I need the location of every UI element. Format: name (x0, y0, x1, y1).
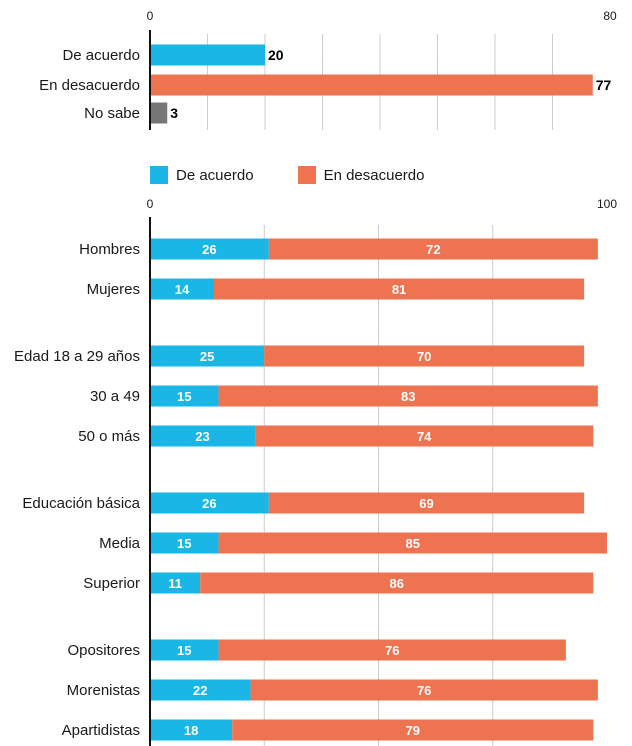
bar-en-desacuerdo-hombres (268, 238, 598, 260)
data-label-en-desacuerdo-opositores: 76 (385, 643, 399, 658)
data-label-de-acuerdo-edad-18-a-29-anos: 25 (200, 349, 214, 364)
category-label-morenistas: Morenistas (67, 682, 140, 699)
bar-en-desacuerdo-morenistas (250, 679, 598, 701)
data-label-de-acuerdo-30-a-49: 15 (177, 389, 191, 404)
bar-en-desacuerdo-apartidistas (232, 719, 594, 741)
data-label-de-acuerdo-opositores: 15 (177, 643, 191, 658)
bar-de-acuerdo-media (150, 532, 219, 554)
bar-de-acuerdo-50-o-mas (150, 425, 256, 447)
bar-de-acuerdo-opositores (150, 639, 219, 661)
category-label-edad-18-a-29-anos: Edad 18 a 29 años (14, 348, 140, 365)
legend-item-en-desacuerdo: En desacuerdo (297, 166, 425, 184)
legend: De acuerdo En desacuerdo (150, 166, 424, 184)
data-label-de-acuerdo-superior: 11 (168, 576, 182, 591)
legend-swatch-de-acuerdo (150, 166, 168, 184)
bar-en-desacuerdo-50-o-mas (255, 425, 594, 447)
bar-en-desacuerdo-educacion-basica (268, 492, 585, 514)
data-label-de-acuerdo-educacion-basica: 26 (202, 496, 216, 511)
data-label-en-desacuerdo-30-a-49: 83 (401, 389, 415, 404)
data-label-de-acuerdo: 20 (268, 47, 284, 63)
category-label-mujeres: Mujeres (87, 281, 140, 298)
data-label-en-desacuerdo-educacion-basica: 69 (419, 496, 433, 511)
bar-en-desacuerdo (150, 74, 593, 96)
bar-en-desacuerdo-opositores (218, 639, 566, 661)
data-label-en-desacuerdo-apartidistas: 79 (406, 723, 420, 738)
category-label-de-acuerdo: De acuerdo (62, 47, 140, 64)
x-tick-label-chart1-min: 0 (147, 9, 154, 23)
bar-de-acuerdo-edad-18-a-29-anos (150, 345, 265, 367)
bar-de-acuerdo-hombres (150, 238, 269, 260)
data-label-no-sabe: 3 (170, 105, 178, 121)
data-label-de-acuerdo-media: 15 (177, 536, 191, 551)
data-label-de-acuerdo-mujeres: 14 (175, 282, 190, 297)
bar-de-acuerdo-superior (150, 572, 201, 594)
bar-de-acuerdo (150, 44, 265, 66)
category-label-en-desacuerdo: En desacuerdo (39, 77, 140, 94)
bar-en-desacuerdo-media (218, 532, 608, 554)
bar-de-acuerdo-mujeres (150, 278, 214, 300)
x-tick-label-chart1-max: 80 (603, 9, 617, 23)
legend-item-de-acuerdo: De acuerdo (150, 166, 254, 184)
data-label-en-desacuerdo-media: 85 (406, 536, 420, 551)
bar-no-sabe (150, 102, 168, 124)
x-tick-label-chart2-max: 100 (597, 197, 617, 211)
data-label-en-desacuerdo-edad-18-a-29-anos: 70 (417, 349, 431, 364)
data-label-en-desacuerdo-superior: 86 (390, 576, 404, 591)
bar-de-acuerdo-morenistas (150, 679, 251, 701)
data-label-en-desacuerdo-hombres: 72 (426, 242, 440, 257)
x-tick-label-chart2-min: 0 (147, 197, 154, 211)
category-label-no-sabe: No sabe (84, 105, 140, 122)
category-label-educacion-basica: Educación básica (22, 495, 140, 512)
data-label-en-desacuerdo-mujeres: 81 (392, 282, 406, 297)
legend-label-en-desacuerdo: En desacuerdo (323, 166, 425, 184)
category-label-apartidistas: Apartidistas (62, 722, 140, 739)
data-label-de-acuerdo-50-o-mas: 23 (195, 429, 209, 444)
bar-en-desacuerdo-30-a-49 (218, 385, 598, 407)
data-label-de-acuerdo-hombres: 26 (202, 242, 216, 257)
category-label-hombres: Hombres (79, 241, 140, 258)
data-label-de-acuerdo-morenistas: 22 (193, 683, 207, 698)
data-label-en-desacuerdo-morenistas: 76 (417, 683, 431, 698)
category-label-50-o-mas: 50 o más (78, 428, 140, 445)
bar-de-acuerdo-apartidistas (150, 719, 233, 741)
category-label-superior: Superior (83, 575, 140, 592)
bar-en-desacuerdo-mujeres (213, 278, 585, 300)
legend-swatch-en-desacuerdo (297, 166, 316, 184)
data-label-en-desacuerdo: 77 (596, 77, 612, 93)
category-label-media: Media (99, 535, 141, 552)
category-label-opositores: Opositores (67, 642, 140, 659)
data-label-de-acuerdo-apartidistas: 18 (184, 723, 198, 738)
category-label-30-a-49: 30 a 49 (90, 388, 140, 405)
bar-en-desacuerdo-superior (200, 572, 594, 594)
data-label-en-desacuerdo-50-o-mas: 74 (417, 429, 432, 444)
bar-en-desacuerdo-edad-18-a-29-anos (264, 345, 585, 367)
legend-label-de-acuerdo: De acuerdo (176, 166, 254, 184)
bar-de-acuerdo-30-a-49 (150, 385, 219, 407)
bar-de-acuerdo-educacion-basica (150, 492, 269, 514)
